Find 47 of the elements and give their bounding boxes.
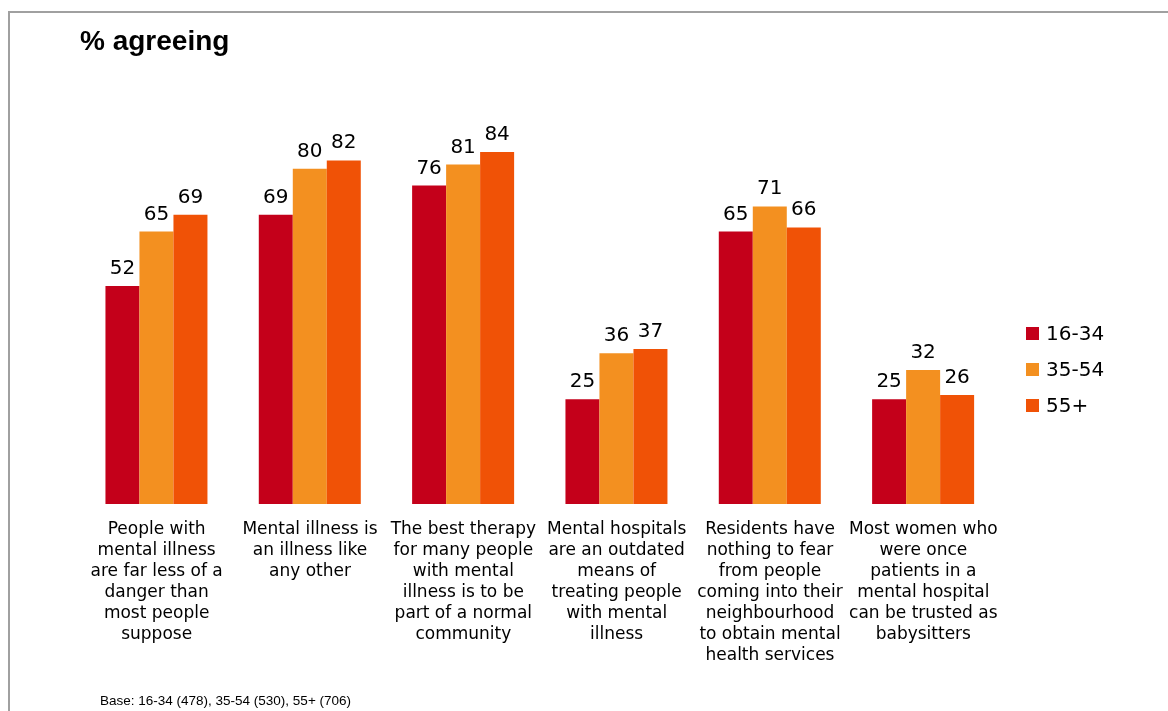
data-label: 26 [944, 364, 970, 389]
data-label: 82 [331, 129, 357, 154]
legend-label: 16-34 [1046, 320, 1105, 347]
bar [599, 353, 634, 504]
bar [139, 231, 174, 504]
bar [718, 231, 753, 504]
data-label: 36 [603, 322, 630, 347]
bar [105, 286, 140, 504]
data-label: 71 [757, 175, 783, 200]
data-label: 84 [484, 121, 510, 145]
legend-label: 35-54 [1046, 356, 1105, 383]
data-label: 37 [637, 317, 664, 342]
x-tick-label: Mental illness is an illness like any other [242, 518, 378, 580]
data-label: 76 [416, 154, 442, 179]
bar [480, 152, 515, 504]
bar [326, 160, 361, 504]
x-tick-label: The best therapy for many people with mental illness is to be part of a normal community [389, 518, 537, 643]
bar [412, 185, 447, 504]
bar [752, 206, 787, 504]
bar [940, 395, 975, 504]
x-tick-label: Most women who were once patients in a mental hospital can be trusted as babysitters [849, 518, 998, 643]
data-label: 66 [791, 196, 817, 221]
data-label: 65 [143, 200, 170, 225]
chart-title: % agreeing [80, 25, 230, 56]
bar [446, 164, 481, 504]
data-label: 25 [569, 368, 596, 393]
x-tick-label: Mental hospitals are an outdated means of treating people with mental illness [547, 518, 687, 643]
bar [633, 348, 668, 504]
bar [173, 214, 208, 504]
x-tick-label: Residents have nothing to fear from people coming into their neighbourhood to obtain mental health services [697, 518, 843, 664]
bar [258, 214, 293, 504]
data-label: 69 [177, 183, 204, 208]
data-label: 81 [450, 133, 476, 158]
data-label: 32 [910, 338, 936, 363]
bar [292, 168, 327, 504]
bar [565, 399, 600, 504]
bar [906, 369, 941, 504]
x-tick-label: People with mental illness are far less of a danger than most people suppose [90, 518, 223, 643]
data-label: 25 [876, 368, 902, 393]
bar [786, 227, 821, 504]
text: Base: 16-34 (478), 35-54 (530), 55+ (706) [100, 693, 352, 708]
data-label: 65 [723, 200, 749, 225]
legend-label: 55+ [1046, 392, 1089, 419]
data-label: 52 [109, 255, 136, 280]
data-label: 69 [263, 183, 289, 208]
data-label: 80 [297, 137, 323, 162]
bar [872, 399, 907, 504]
